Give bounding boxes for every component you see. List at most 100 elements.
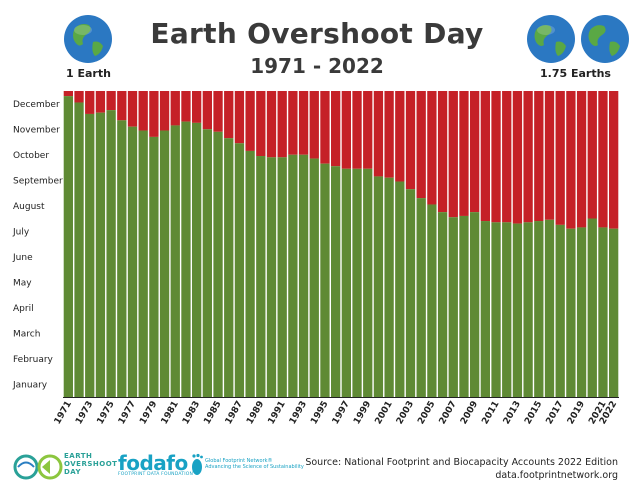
one-earth-label: 1 Earth: [66, 67, 111, 80]
overshoot-bar: [245, 91, 255, 151]
budget-bar: [566, 228, 576, 397]
overshoot-bar: [331, 91, 341, 167]
budget-bar: [256, 156, 266, 397]
bar-group: [416, 91, 426, 397]
year-tick-label: 1993: [288, 400, 309, 427]
year-tick-label: 1995: [309, 400, 330, 427]
earth-overshoot-day-logo-text: EARTH OVERSHOOT DAY: [64, 452, 118, 476]
budget-bar: [309, 158, 319, 397]
budget-bar: [341, 168, 351, 397]
budget-bar: [363, 168, 373, 397]
overshoot-bar: [437, 91, 448, 213]
budget-bar: [95, 112, 106, 398]
bar-group: [459, 91, 469, 397]
budget-bar: [395, 181, 405, 397]
budget-bar: [224, 138, 234, 398]
year-tick-label: 1999: [352, 400, 373, 427]
year-tick-label: 1985: [202, 400, 223, 427]
year-tick-label: 2011: [480, 400, 501, 427]
overshoot-bar: [127, 91, 138, 127]
overshoot-bar: [352, 91, 362, 169]
year-tick-label: 2007: [438, 400, 459, 427]
budget-bar: [587, 218, 597, 397]
budget-bar: [202, 129, 212, 397]
bar-group: [63, 91, 73, 397]
bar-group: [170, 91, 180, 398]
year-tick-label: 1997: [331, 400, 352, 427]
budget-bar: [448, 217, 458, 397]
year-tick-label: 2003: [395, 400, 416, 427]
year-tick-label: 2005: [416, 400, 437, 427]
overshoot-bar: [266, 91, 277, 158]
budget-bar: [159, 130, 170, 397]
budget-bar: [502, 222, 512, 397]
bar-group: [159, 91, 170, 397]
budget-bar: [480, 221, 490, 397]
overshoot-bar: [384, 91, 394, 178]
year-tick-label: 2017: [545, 400, 566, 427]
year-tick-label: 1975: [96, 400, 117, 427]
bar-group: [544, 91, 555, 397]
overshoot-bar: [277, 91, 287, 158]
budget-bar: [63, 96, 73, 397]
bar-group: [74, 91, 84, 397]
budget-bar: [405, 189, 416, 397]
overshoot-bar: [405, 91, 416, 190]
bar-group: [266, 91, 277, 397]
overshoot-bar: [63, 91, 73, 97]
bar-group: [427, 91, 437, 397]
month-label: August: [13, 202, 45, 212]
overshoot-bar: [480, 91, 490, 222]
bar-group: [363, 91, 373, 397]
year-tick-label: 1971: [53, 400, 74, 427]
bar-group: [106, 91, 116, 397]
overshoot-bar: [534, 91, 544, 222]
bar-group: [245, 91, 255, 397]
year-tick-label: 1983: [181, 400, 202, 427]
overshoot-bar: [74, 91, 84, 103]
overshoot-bar: [459, 91, 469, 216]
year-tick-label: 1979: [138, 400, 159, 427]
budget-bar: [288, 154, 298, 397]
month-label: June: [12, 253, 33, 263]
overshoot-bar: [363, 91, 373, 169]
bar-group: [576, 91, 587, 397]
month-label: May: [13, 278, 32, 288]
overshoot-bar: [192, 91, 202, 123]
overshoot-bar: [309, 91, 319, 159]
year-tick-label: 2009: [459, 400, 480, 427]
overshoot-bar: [159, 91, 170, 131]
bar-group: [534, 91, 544, 397]
budget-bar: [384, 177, 394, 397]
bar-group: [234, 91, 245, 397]
overshoot-bar: [202, 91, 212, 130]
bar-group: [566, 91, 576, 397]
bar-group: [598, 91, 608, 397]
month-label: January: [12, 380, 48, 390]
bar-group: [256, 91, 266, 397]
budget-bar: [373, 176, 384, 397]
bar-group: [448, 91, 458, 397]
bar-group: [202, 91, 212, 397]
budget-bar: [491, 222, 501, 397]
bar-group: [373, 91, 384, 397]
budget-bar: [576, 227, 587, 397]
budget-bar: [512, 223, 523, 397]
globe-icon-right-2: [581, 15, 629, 63]
budget-bar: [437, 212, 448, 397]
overshoot-bar: [95, 91, 106, 113]
overshoot-bar: [555, 91, 565, 225]
budget-bar: [470, 212, 480, 397]
budget-bar: [523, 222, 533, 397]
overshoot-bar: [106, 91, 116, 111]
budget-bar: [117, 120, 127, 397]
overshoot-bar: [170, 91, 180, 126]
bar-group: [224, 91, 234, 398]
bar-group: [127, 91, 138, 397]
bar-group: [395, 91, 405, 397]
bar-group: [587, 91, 597, 397]
fodafo-logo-subtitle: FOOTPRINT DATA FOUNDATION: [118, 472, 194, 477]
budget-bar: [138, 130, 148, 397]
overshoot-bar: [149, 91, 159, 137]
bar-group: [277, 91, 287, 397]
